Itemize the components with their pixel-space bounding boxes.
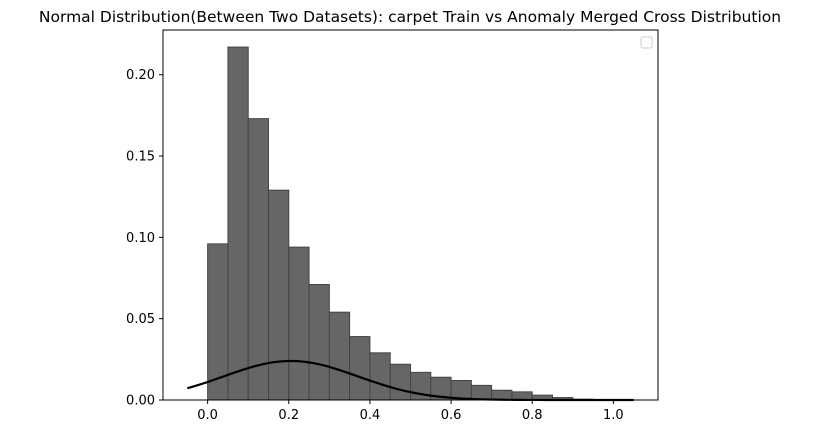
y-tick-label: 0.15 bbox=[126, 150, 155, 165]
chart-title: Normal Distribution(Between Two Datasets… bbox=[39, 8, 781, 26]
plot-frame bbox=[162, 29, 659, 401]
histogram-bar bbox=[288, 246, 310, 401]
x-tick-label: 0.8 bbox=[522, 408, 543, 423]
y-tick-label: 0.20 bbox=[126, 68, 155, 83]
x-tick-label: 0.0 bbox=[197, 408, 218, 423]
x-tick-label: 0.6 bbox=[441, 408, 462, 423]
histogram-bar bbox=[267, 189, 290, 401]
x-tick-label: 0.2 bbox=[278, 408, 299, 423]
histogram-bar bbox=[308, 284, 330, 401]
histogram-bar bbox=[328, 311, 351, 401]
histogram-bar bbox=[369, 352, 391, 401]
axes: 0.0 0.2 0.4 0.6 0.8 1.0 0.00 0.05 0.10 0.15 0.20 bbox=[126, 29, 659, 423]
y-tick-label: 0.05 bbox=[126, 312, 155, 327]
y-tick-label: 0.00 bbox=[126, 394, 155, 409]
histogram-bars bbox=[207, 46, 614, 401]
legend-box bbox=[640, 36, 653, 49]
histogram-bar bbox=[349, 336, 371, 401]
histogram-bar bbox=[470, 384, 493, 401]
legend bbox=[640, 36, 653, 49]
y-tick-label: 0.10 bbox=[126, 231, 155, 246]
x-tick-label: 0.4 bbox=[360, 408, 381, 423]
histogram-bar bbox=[227, 46, 249, 401]
histogram-bar bbox=[389, 363, 411, 401]
x-tick-label: 1.0 bbox=[603, 408, 624, 423]
histogram-bar bbox=[247, 118, 269, 401]
